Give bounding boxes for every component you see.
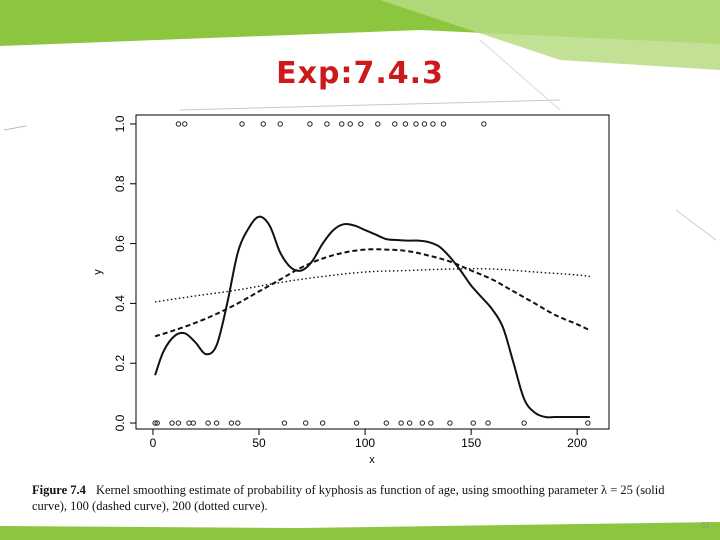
- observation-point-y1: [413, 121, 419, 127]
- x-axis: 0 50 100 150 200: [150, 429, 588, 450]
- x-tick-label: 150: [461, 436, 481, 450]
- observation-point-y0: [485, 420, 491, 426]
- y-tick-label: 0.2: [113, 355, 127, 372]
- y-tick-label: 0.8: [113, 175, 127, 192]
- observation-point-y0: [235, 420, 241, 426]
- observation-point-y0: [302, 420, 309, 426]
- observation-point-y0: [419, 420, 426, 426]
- observation-point-y1: [375, 121, 381, 127]
- observation-point-y0: [447, 420, 453, 426]
- caption-lead: Figure 7.4: [32, 483, 86, 497]
- observation-point-y1: [402, 121, 409, 127]
- decor-line: [479, 39, 561, 111]
- observation-point-y1: [347, 121, 353, 127]
- observation-point-y1: [260, 121, 266, 127]
- observation-point-y0: [228, 420, 235, 426]
- y-axis: 0.0 0.2 0.4 0.6 0.8 1.0: [113, 115, 136, 431]
- x-axis-label: x: [369, 454, 375, 466]
- figure-caption: Figure 7.4 Kernel smoothing estimate of p…: [32, 482, 682, 514]
- observation-point-y0: [585, 420, 591, 426]
- x-tick-label: 100: [355, 436, 375, 450]
- observation-point-y0: [521, 420, 527, 426]
- observation-point-y0: [205, 420, 211, 426]
- y-tick-label: 0.4: [113, 295, 127, 312]
- x-tick-label: 200: [567, 436, 587, 450]
- observation-point-y0: [428, 420, 434, 426]
- observation-point-y1: [339, 121, 345, 127]
- observation-point-y1: [277, 121, 283, 127]
- caption-text: Kernel smoothing estimate of probability…: [32, 483, 665, 513]
- curve-solid: [154, 215, 590, 419]
- curve-dashed: [154, 248, 591, 338]
- bottom-banner: [0, 522, 720, 540]
- observation-point-y1: [182, 121, 188, 127]
- observation-point-y0: [398, 420, 404, 426]
- curves: [154, 215, 591, 419]
- plot-frame: [135, 114, 610, 430]
- observation-point-y1: [421, 121, 428, 127]
- observation-point-y1: [440, 121, 447, 127]
- observation-point-y0: [353, 420, 360, 426]
- observation-point-y1: [239, 121, 245, 127]
- observation-point-y0: [213, 420, 220, 426]
- observation-point-y1: [430, 121, 436, 127]
- top-banner-accent: [380, 0, 720, 70]
- observation-point-y1: [392, 121, 398, 127]
- observation-point-y1: [307, 121, 313, 127]
- observation-point-y0: [470, 420, 476, 426]
- observation-point-y1: [324, 121, 330, 127]
- observation-point-y0: [175, 420, 182, 426]
- observation-point-y0: [186, 420, 192, 426]
- slide-title: Exp:7.4.3: [276, 56, 444, 91]
- y-tick-label: 1.0: [113, 115, 127, 132]
- observation-point-y0: [190, 420, 196, 426]
- observations: [152, 121, 591, 426]
- x-tick-label: 50: [252, 436, 266, 450]
- observation-point-y0: [154, 420, 160, 426]
- observation-point-y0: [169, 420, 175, 426]
- y-tick-label: 0.0: [113, 414, 127, 431]
- observation-point-y0: [152, 420, 158, 426]
- observation-point-y0: [281, 420, 288, 426]
- observation-point-y1: [175, 121, 182, 127]
- observation-point-y0: [319, 420, 326, 426]
- decor-line: [3, 125, 27, 131]
- curve-dotted: [154, 268, 591, 303]
- observation-point-y0: [383, 420, 389, 426]
- decor-line: [179, 99, 561, 111]
- observation-point-y1: [358, 121, 364, 127]
- decor-line: [675, 209, 717, 241]
- observation-point-y0: [406, 420, 413, 426]
- y-axis-label: y: [92, 269, 104, 275]
- y-tick-label: 0.6: [113, 235, 127, 252]
- x-tick-label: 0: [150, 436, 157, 450]
- observation-point-y1: [481, 121, 487, 127]
- page-number: 52: [701, 521, 710, 530]
